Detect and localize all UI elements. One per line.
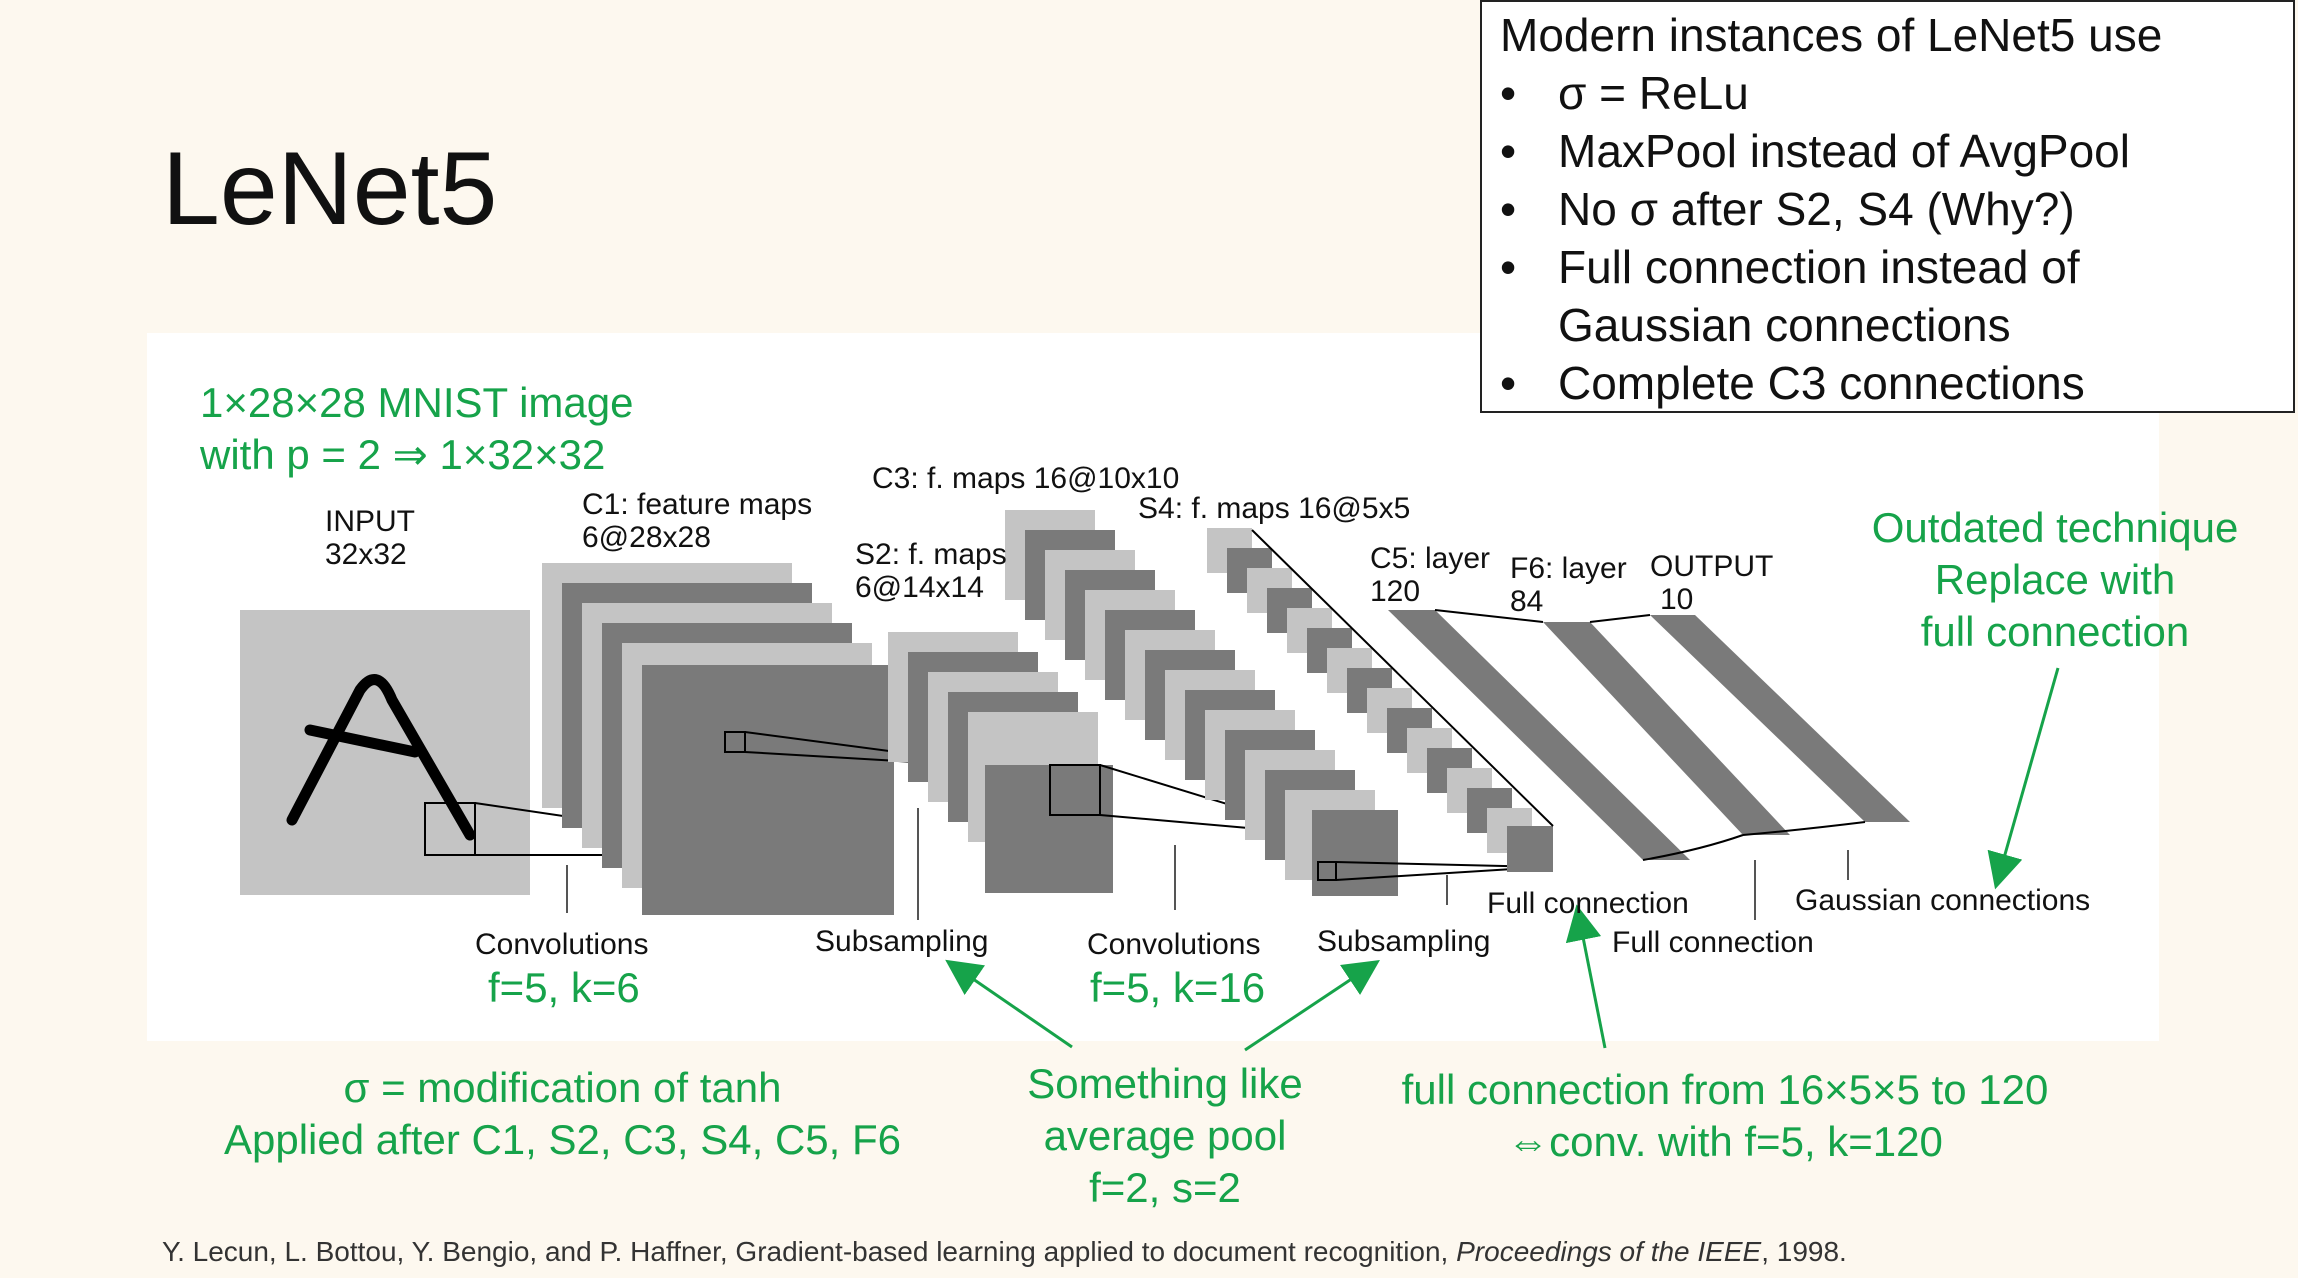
s2-label: S2: f. maps 6@14x14	[855, 538, 1007, 604]
conv2-params: f=5, k=16	[1090, 964, 1266, 1011]
sub1-label: Subsampling	[815, 925, 989, 958]
fullconn-note: full connection from 16×5×5 to 120 ⇔conv.…	[1401, 1066, 2049, 1165]
input-image	[240, 610, 530, 895]
full1-label: Full connection	[1487, 887, 1689, 920]
notes-bullet: • No σ after S2, S4 (Why?)	[1500, 183, 2075, 235]
notes-bullet: • σ = ReLu	[1500, 67, 1749, 119]
c3-label: C3: f. maps 16@10x10	[872, 462, 1180, 495]
output-label: OUTPUT 10	[1650, 550, 1774, 616]
notes-bullet: • MaxPool instead of AvgPool	[1500, 125, 2130, 177]
c1-label: C1: feature maps 6@28x28	[582, 488, 813, 554]
output-layer	[1650, 615, 1910, 822]
citation: Y. Lecun, L. Bottou, Y. Bengio, and P. H…	[162, 1236, 1847, 1267]
full2-label: Full connection	[1612, 926, 1814, 959]
conv1-label: Convolutions	[475, 928, 649, 961]
s2-feature-maps	[888, 632, 1113, 893]
notes-bullet: • Full connection instead of	[1500, 241, 2080, 293]
gaussian-label: Gaussian connections	[1795, 884, 2091, 917]
arrow-to-gaussian	[1987, 667, 2060, 890]
f6-layer	[1543, 622, 1790, 835]
c3-feature-maps	[1005, 510, 1398, 896]
s4-feature-maps	[1207, 528, 1553, 872]
notes-bullet-continuation: Gaussian connections	[1558, 299, 2011, 351]
modern-instances-box: Modern instances of LeNet5 use • σ = ReLu…	[1480, 0, 2295, 413]
letter-a-bar	[304, 724, 421, 758]
sub2-label: Subsampling	[1317, 925, 1491, 958]
slide-title: LeNet5	[162, 131, 498, 247]
f6-label: F6: layer 84	[1510, 552, 1627, 618]
notes-heading: Modern instances of LeNet5 use	[1500, 9, 2163, 61]
s4-label: S4: f. maps 16@5x5	[1138, 492, 1411, 525]
input-label: INPUT 32x32	[325, 505, 415, 571]
c5-layer	[1388, 610, 1690, 860]
arrow-to-full1	[1565, 904, 1607, 1049]
sigma-note: σ = modification of tanh Applied after C1…	[223, 1064, 901, 1163]
conv2-label: Convolutions	[1087, 928, 1261, 961]
notes-bullet: • Complete C3 connections	[1500, 357, 2085, 409]
conv1-params: f=5, k=6	[488, 964, 640, 1011]
arrow-to-sub2	[1244, 960, 1380, 1052]
mnist-note: 1×28×28 MNIST image with p = 2 ⇒ 1×32×32	[200, 379, 634, 478]
outdated-note: Outdated technique Replace with full conne…	[1871, 504, 2239, 655]
c1-feature-maps	[542, 563, 894, 915]
arrow-to-sub1	[945, 959, 1073, 1049]
avgpool-note: Something like average pool f=2, s=2	[1027, 1060, 1303, 1211]
letter-a-stroke	[286, 674, 476, 841]
input-receptive-field	[424, 802, 476, 856]
c5-label: C5: layer 120	[1370, 542, 1491, 608]
